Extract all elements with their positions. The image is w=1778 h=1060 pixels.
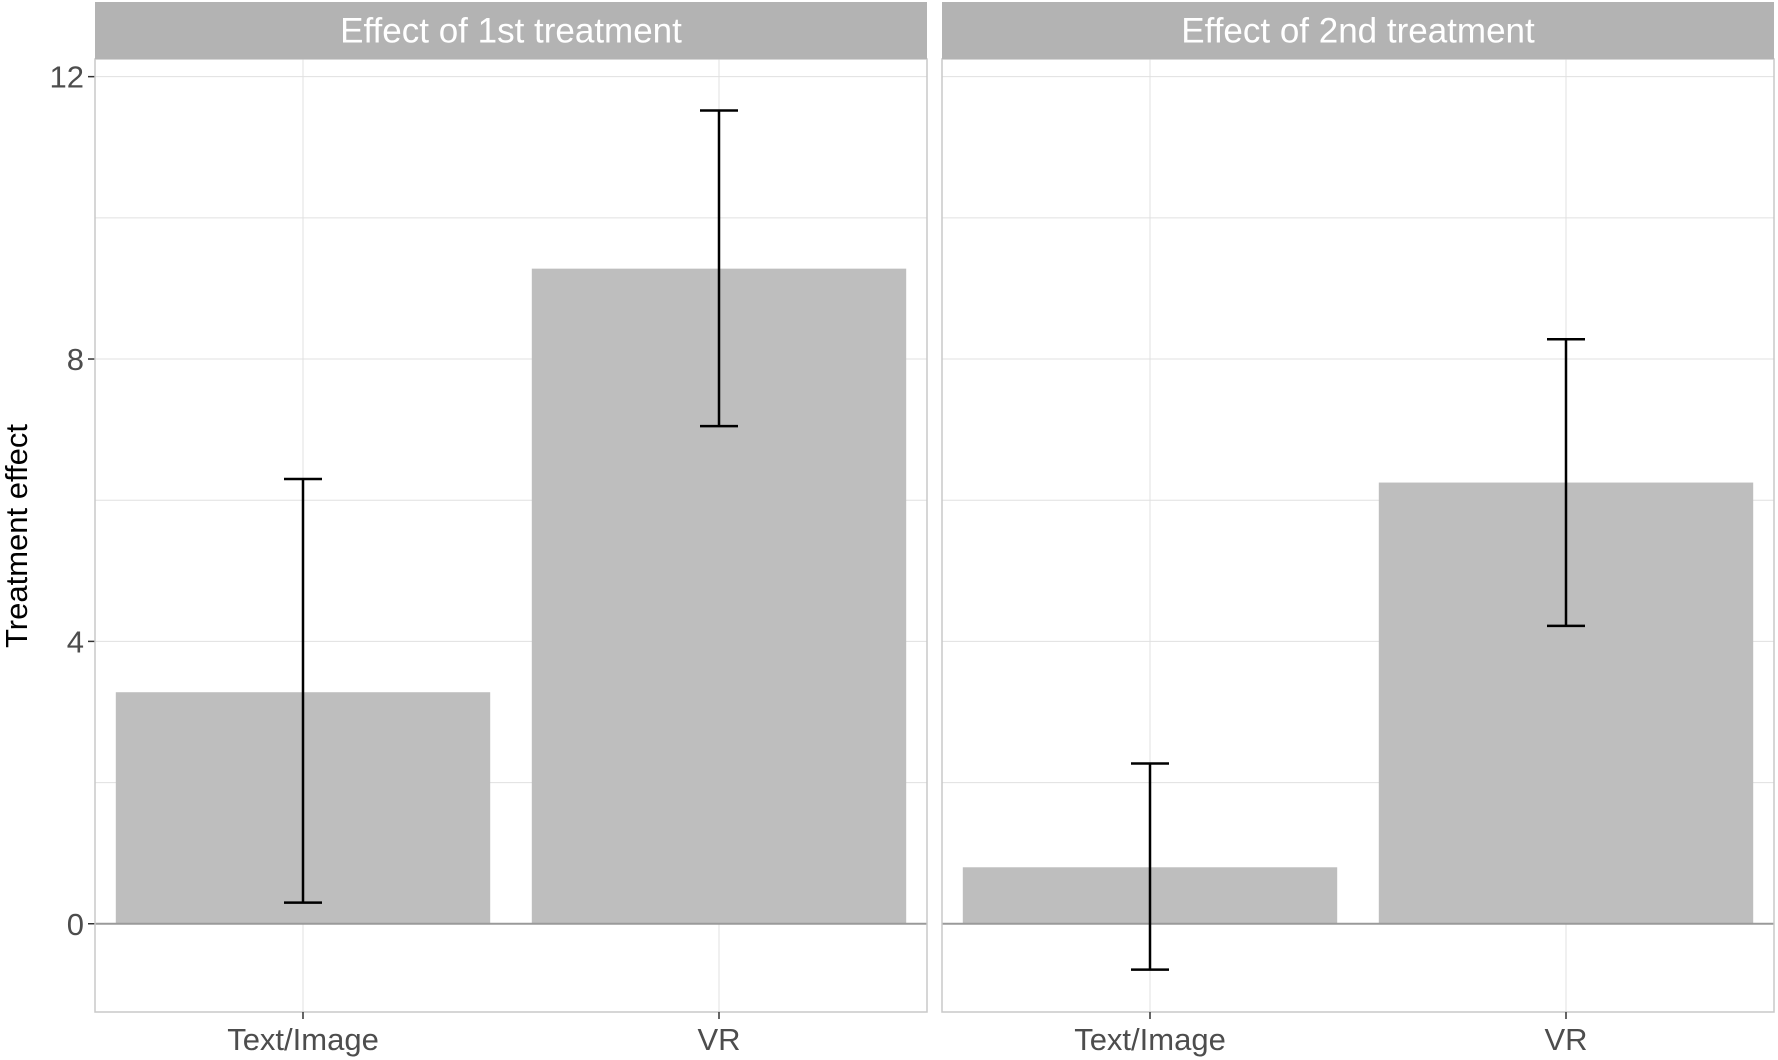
error-bar [1131,762,1169,971]
facet-panel: Effect of 1st treatment Text/Image VR [94,2,928,1057]
x-tick-label: VR [1544,1022,1587,1057]
facet-strip [942,2,1774,59]
facet-title: Effect of 1st treatment [340,12,682,51]
x-tick-label: VR [697,1022,740,1057]
y-tick-label: 8 [67,342,84,377]
facet-title: Effect of 2nd treatment [1181,12,1535,51]
facet-strip [95,2,927,59]
error-bar [700,109,738,428]
facet-panel: Effect of 2nd treatment Text/Image VR [941,2,1775,1057]
x-tick-label: Text/Image [1074,1022,1226,1057]
y-tick-label: 12 [50,60,84,95]
error-bar [284,477,322,904]
y-tick-label: 0 [67,907,84,942]
error-bar [1547,338,1585,628]
x-tick-label: Text/Image [227,1022,379,1057]
y-axis-ticks: 0 4 8 12 [50,60,95,942]
y-axis-title: Treatment effect [0,424,34,648]
y-tick-label: 4 [67,624,84,659]
